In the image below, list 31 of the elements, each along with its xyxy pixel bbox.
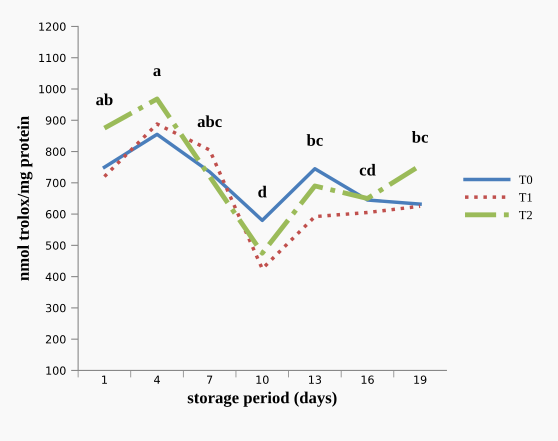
x-tick-label: 19 [414,375,426,384]
y-tick-label: 1100 [39,54,66,62]
annotation: bc [306,134,323,146]
x-tick-label: 7 [207,376,212,384]
annotation: a [153,68,161,76]
y-tick-label: 600 [46,210,66,218]
y-tick-label: 200 [46,335,66,344]
y-tick-label: 1200 [39,22,66,31]
x-tick-label: 10 [256,375,269,384]
y-tick-label: 400 [46,272,66,282]
y-tick-label: 800 [46,148,66,156]
x-axis-title: storage period (days) [188,392,337,407]
y-tick-label: 100 [46,366,66,375]
y-tick-label: 300 [46,304,66,312]
legend-label: T2 [518,210,532,220]
y-tick-label: 700 [46,178,66,188]
legend-label: T1 [518,193,532,202]
y-tick-label: 1000 [39,84,66,94]
x-tick-label: 16 [362,375,374,384]
annotation: cd [360,164,376,176]
y-axis-title: nmol trolox/mg protein [17,116,32,281]
annotation: d [258,186,267,198]
y-tick-label: 500 [46,241,66,250]
annotation: abc [198,115,222,128]
legend-label: T0 [518,176,532,184]
x-tick-label: 4 [154,376,160,384]
annotation: ab [96,94,113,106]
annotation: bc [412,131,428,143]
x-tick-label: 1 [102,376,107,384]
x-tick-label: 13 [309,375,322,384]
y-tick-label: 900 [46,116,66,125]
